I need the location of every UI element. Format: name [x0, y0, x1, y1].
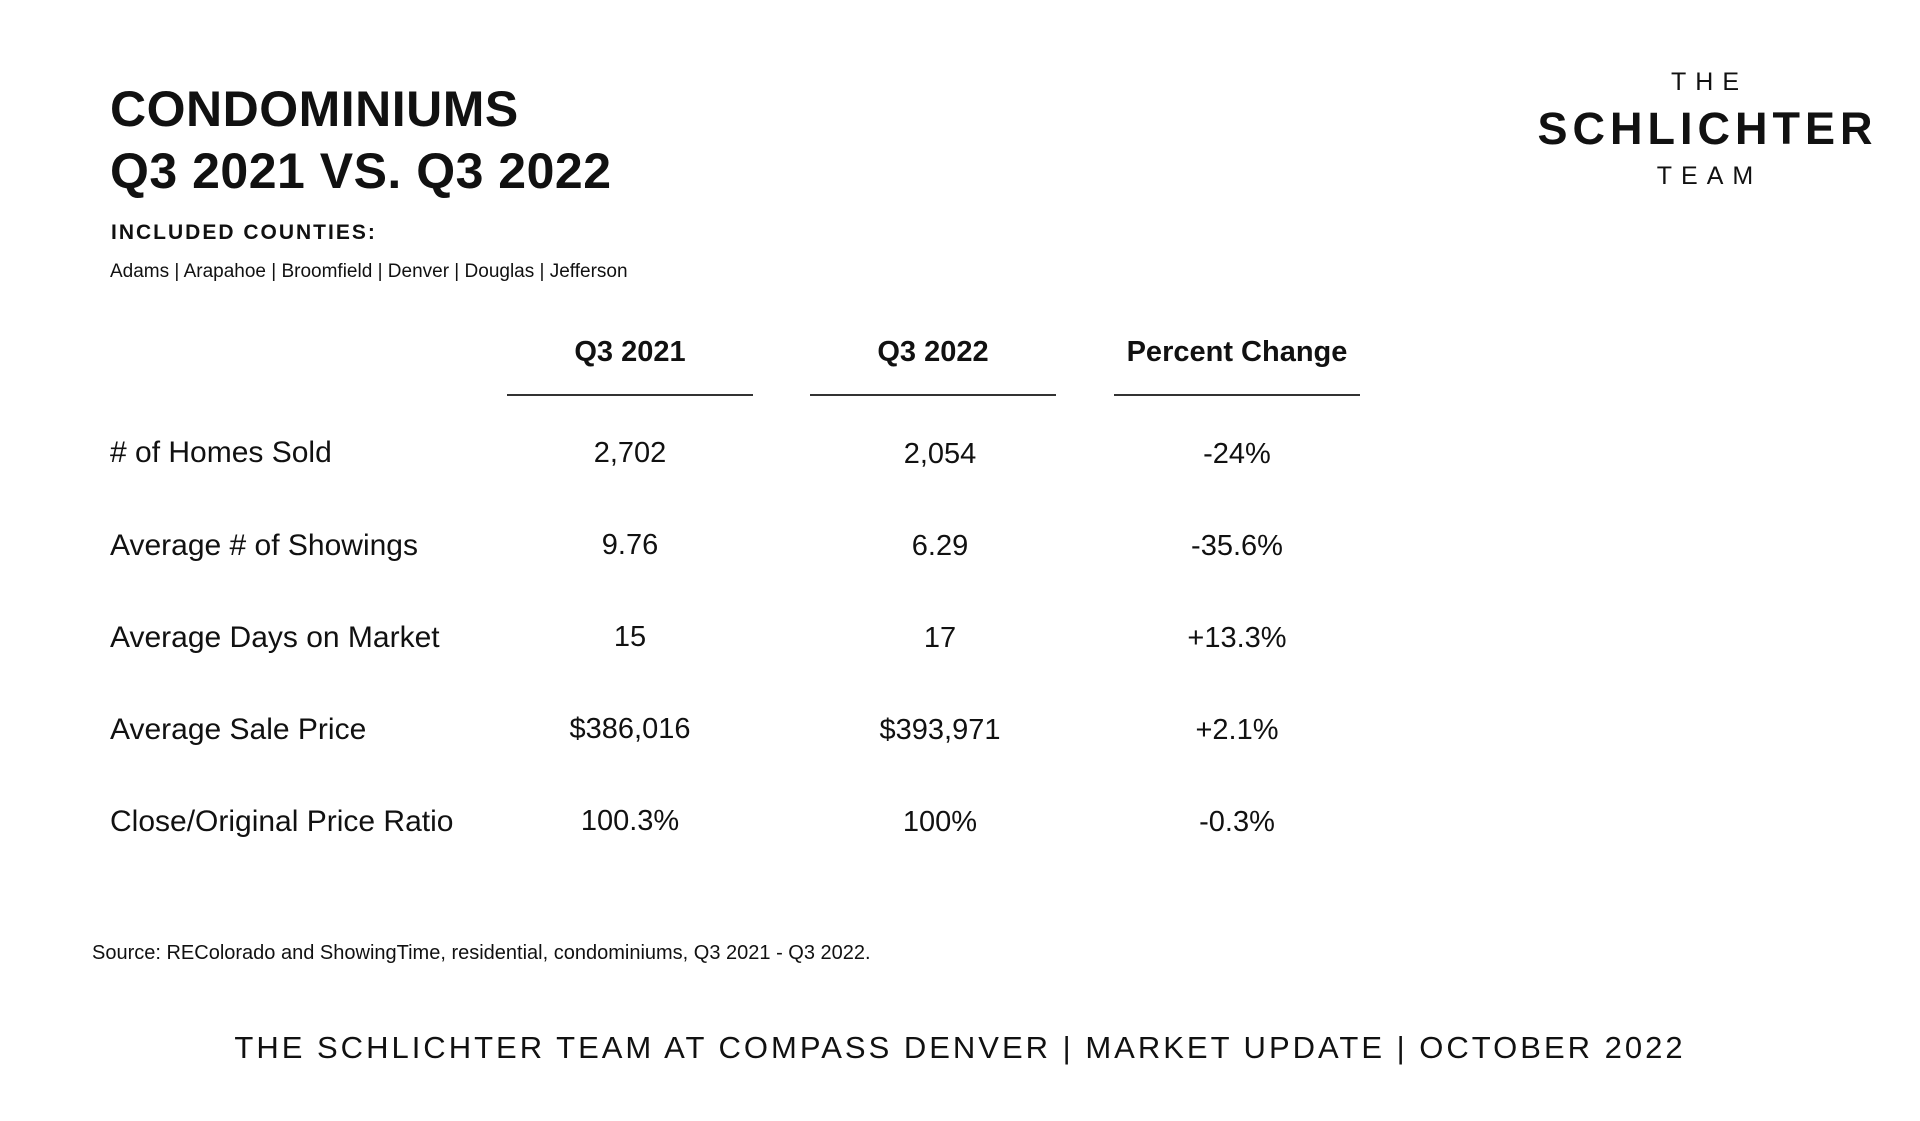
row-label-average-showings: Average # of Showings [110, 529, 418, 562]
schlichter-team-logo: THE SCHLICHTER TEAM [1520, 66, 1890, 192]
row-label-average-days-on-market: Average Days on Market [110, 621, 440, 654]
title-line-2: Q3 2021 VS. Q3 2022 [110, 143, 612, 199]
cell-average-showings-q3-2021: 9.76 [601, 529, 659, 561]
cell-average-sale-price-q3-2021: $386,016 [569, 713, 691, 745]
cell-close-original-price-ratio-percent-change: -0.3% [1199, 806, 1275, 838]
cell-homes-sold-percent-change: -24% [1203, 438, 1271, 470]
cell-average-showings-percent-change: -35.6% [1191, 530, 1283, 562]
column-header-underline [1114, 394, 1360, 396]
cell-homes-sold-q3-2021: 2,702 [593, 437, 667, 469]
included-counties-list: Adams | Arapahoe | Broomfield | Denver |… [110, 261, 628, 282]
cell-average-days-on-market-q3-2022: 17 [923, 622, 957, 654]
row-label-average-sale-price: Average Sale Price [110, 713, 367, 746]
footer-banner: THE SCHLICHTER TEAM AT COMPASS DENVER | … [234, 1030, 1686, 1065]
logo-top-text: THE [1671, 68, 1748, 96]
logo-middle-text: SCHLICHTER [1537, 103, 1878, 154]
column-header-q3-2022: Q3 2022 [877, 336, 989, 368]
source-note: Source: REColorado and ShowingTime, resi… [92, 942, 871, 964]
cell-average-days-on-market-percent-change: +13.3% [1187, 622, 1287, 654]
page-title: CONDOMINIUMS Q3 2021 VS. Q3 2022 [110, 78, 612, 202]
logo-bottom-text: TEAM [1656, 162, 1763, 190]
included-counties-label: INCLUDED COUNTIES: [111, 221, 377, 244]
cell-average-days-on-market-q3-2021: 15 [613, 621, 647, 653]
cell-average-showings-q3-2022: 6.29 [911, 530, 969, 562]
row-label-homes-sold: # of Homes Sold [110, 436, 332, 469]
column-header-percent-change: Percent Change [1126, 336, 1348, 368]
cell-homes-sold-q3-2022: 2,054 [903, 438, 977, 470]
row-label-close-original-price-ratio: Close/Original Price Ratio [110, 805, 454, 838]
cell-average-sale-price-q3-2022: $393,971 [879, 714, 1001, 746]
cell-close-original-price-ratio-q3-2021: 100.3% [580, 805, 680, 837]
cell-close-original-price-ratio-q3-2022: 100% [902, 806, 978, 838]
cell-average-sale-price-percent-change: +2.1% [1195, 714, 1279, 746]
column-header-q3-2021: Q3 2021 [574, 336, 686, 368]
title-line-1: CONDOMINIUMS [110, 81, 519, 137]
column-header-underline [810, 394, 1056, 396]
column-header-underline [507, 394, 753, 396]
